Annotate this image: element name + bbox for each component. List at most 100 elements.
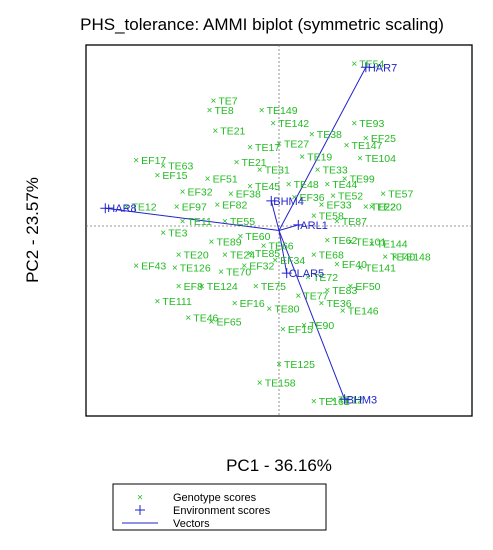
genotype-point: × [311, 397, 317, 408]
genotype-label: TE7 [218, 96, 237, 108]
genotype-point: × [185, 313, 191, 324]
genotype-point: × [257, 378, 263, 389]
genotype-label: TE3 [168, 227, 187, 239]
legend-label: Vectors [173, 518, 210, 530]
x-axis-label: PC1 - 36.16% [226, 456, 332, 475]
genotype-label: EF34 [280, 255, 305, 267]
genotype-point: × [347, 282, 353, 293]
genotype-label: TE87 [342, 216, 367, 228]
genotype-point: × [342, 174, 348, 185]
genotype-label: TE21 [220, 125, 245, 137]
genotype-point: × [174, 202, 180, 213]
genotype-point: × [324, 285, 330, 296]
genotype-point: × [247, 143, 253, 154]
genotype-point: × [160, 161, 166, 172]
environment-label: HAR7 [368, 62, 397, 74]
genotype-label: TE44 [332, 179, 357, 191]
environment-vector [278, 230, 346, 400]
genotype-point: × [305, 272, 311, 283]
genotype-label: TE19 [307, 151, 332, 163]
genotype-point: × [207, 105, 213, 116]
genotype-point: × [241, 261, 247, 272]
genotype-label: EF38 [236, 188, 261, 200]
y-axis-label: PC2 - 23.57% [23, 177, 42, 283]
genotype-label: TE62 [332, 235, 357, 247]
genotype-point: × [133, 156, 139, 167]
genotype-point: × [319, 298, 325, 309]
genotype-point: × [154, 296, 160, 307]
genotype-label: EF50 [355, 281, 380, 293]
genotype-point: × [212, 126, 218, 137]
environment-scores: HAR7 HAR8 BHM4 ARL1 CLAR5 BHM3 [100, 62, 397, 406]
genotype-label: TE11 [188, 216, 212, 228]
genotype-label: TE149 [267, 105, 298, 117]
genotype-point: × [266, 304, 272, 315]
genotype-point: × [334, 217, 340, 228]
genotype-label: TE148 [400, 251, 431, 263]
environment-vector [278, 224, 299, 231]
genotype-label: TE46 [193, 313, 218, 325]
genotype-point: × [286, 180, 292, 191]
genotype-point: × [340, 306, 346, 317]
genotype-label: TE104 [365, 153, 396, 165]
genotype-point: × [276, 360, 282, 371]
genotype-label: EF15 [162, 170, 187, 182]
genotype-point: × [357, 263, 363, 274]
genotype-point: × [392, 252, 398, 263]
genotype-label: TE40 [390, 251, 415, 263]
genotype-label: EF32 [249, 261, 274, 273]
genotype-point: × [199, 282, 205, 293]
genotype-scores: × TE54× TE7× TE8 × TE149× TE142 × TE93× TE21× EF25… [124, 59, 431, 409]
genotype-point: × [315, 165, 321, 176]
genotype-point: × [176, 282, 182, 293]
environment-label: HAR8 [107, 203, 136, 215]
genotype-point: × [382, 252, 388, 263]
genotype-point: × [324, 180, 330, 191]
genotype-label: TE144 [377, 238, 408, 250]
genotype-label: TE63 [168, 161, 193, 173]
genotype-label: TE99 [350, 174, 375, 186]
genotype-point: × [351, 118, 357, 129]
genotype-point: × [154, 170, 160, 181]
genotype-point: × [344, 141, 350, 152]
genotype-label: EF82 [222, 200, 247, 212]
environment-vector [278, 230, 288, 274]
genotype-point: × [247, 181, 253, 192]
environment-label: BHM4 [273, 196, 304, 208]
genotype-point: × [276, 139, 282, 150]
genotype-label: EF43 [141, 261, 166, 273]
environment-point [100, 203, 111, 214]
genotype-point: × [124, 202, 130, 213]
genotype-point: × [301, 321, 307, 332]
genotype-point: × [272, 256, 278, 267]
genotype-label: TE158 [265, 378, 296, 390]
genotype-label: TE8 [215, 105, 234, 117]
genotype-label: TE24 [230, 250, 255, 262]
genotype-label: TE147 [352, 140, 383, 152]
genotype-point: × [311, 250, 317, 261]
genotype-label: TE27 [284, 138, 309, 150]
genotype-label: TE124 [207, 281, 238, 293]
genotype-label: EF65 [216, 316, 241, 328]
genotype-label: TE22 [371, 201, 396, 213]
environment-point [360, 62, 371, 73]
genotype-point: × [247, 248, 253, 259]
genotype-point: × [357, 154, 363, 165]
legend-genotype-marker: × [137, 493, 143, 504]
genotype-label: TE33 [323, 164, 348, 176]
genotype-label: TE57 [388, 188, 413, 200]
genotype-point: × [234, 157, 240, 168]
genotype-label: EF15 [288, 324, 313, 336]
genotype-point: × [259, 105, 265, 116]
genotype-point: × [309, 130, 315, 141]
environment-label: CLAR5 [289, 268, 324, 280]
genotype-point: × [133, 261, 139, 272]
environment-label: BHM3 [347, 394, 378, 406]
genotype-label: TE17 [255, 142, 280, 154]
genotype-label: TE20 [377, 201, 402, 213]
genotype-label: TE90 [309, 320, 334, 332]
genotype-point: × [160, 228, 166, 239]
genotype-point: × [222, 250, 228, 261]
genotype-point: × [261, 241, 267, 252]
genotype-label: EF16 [240, 298, 265, 310]
